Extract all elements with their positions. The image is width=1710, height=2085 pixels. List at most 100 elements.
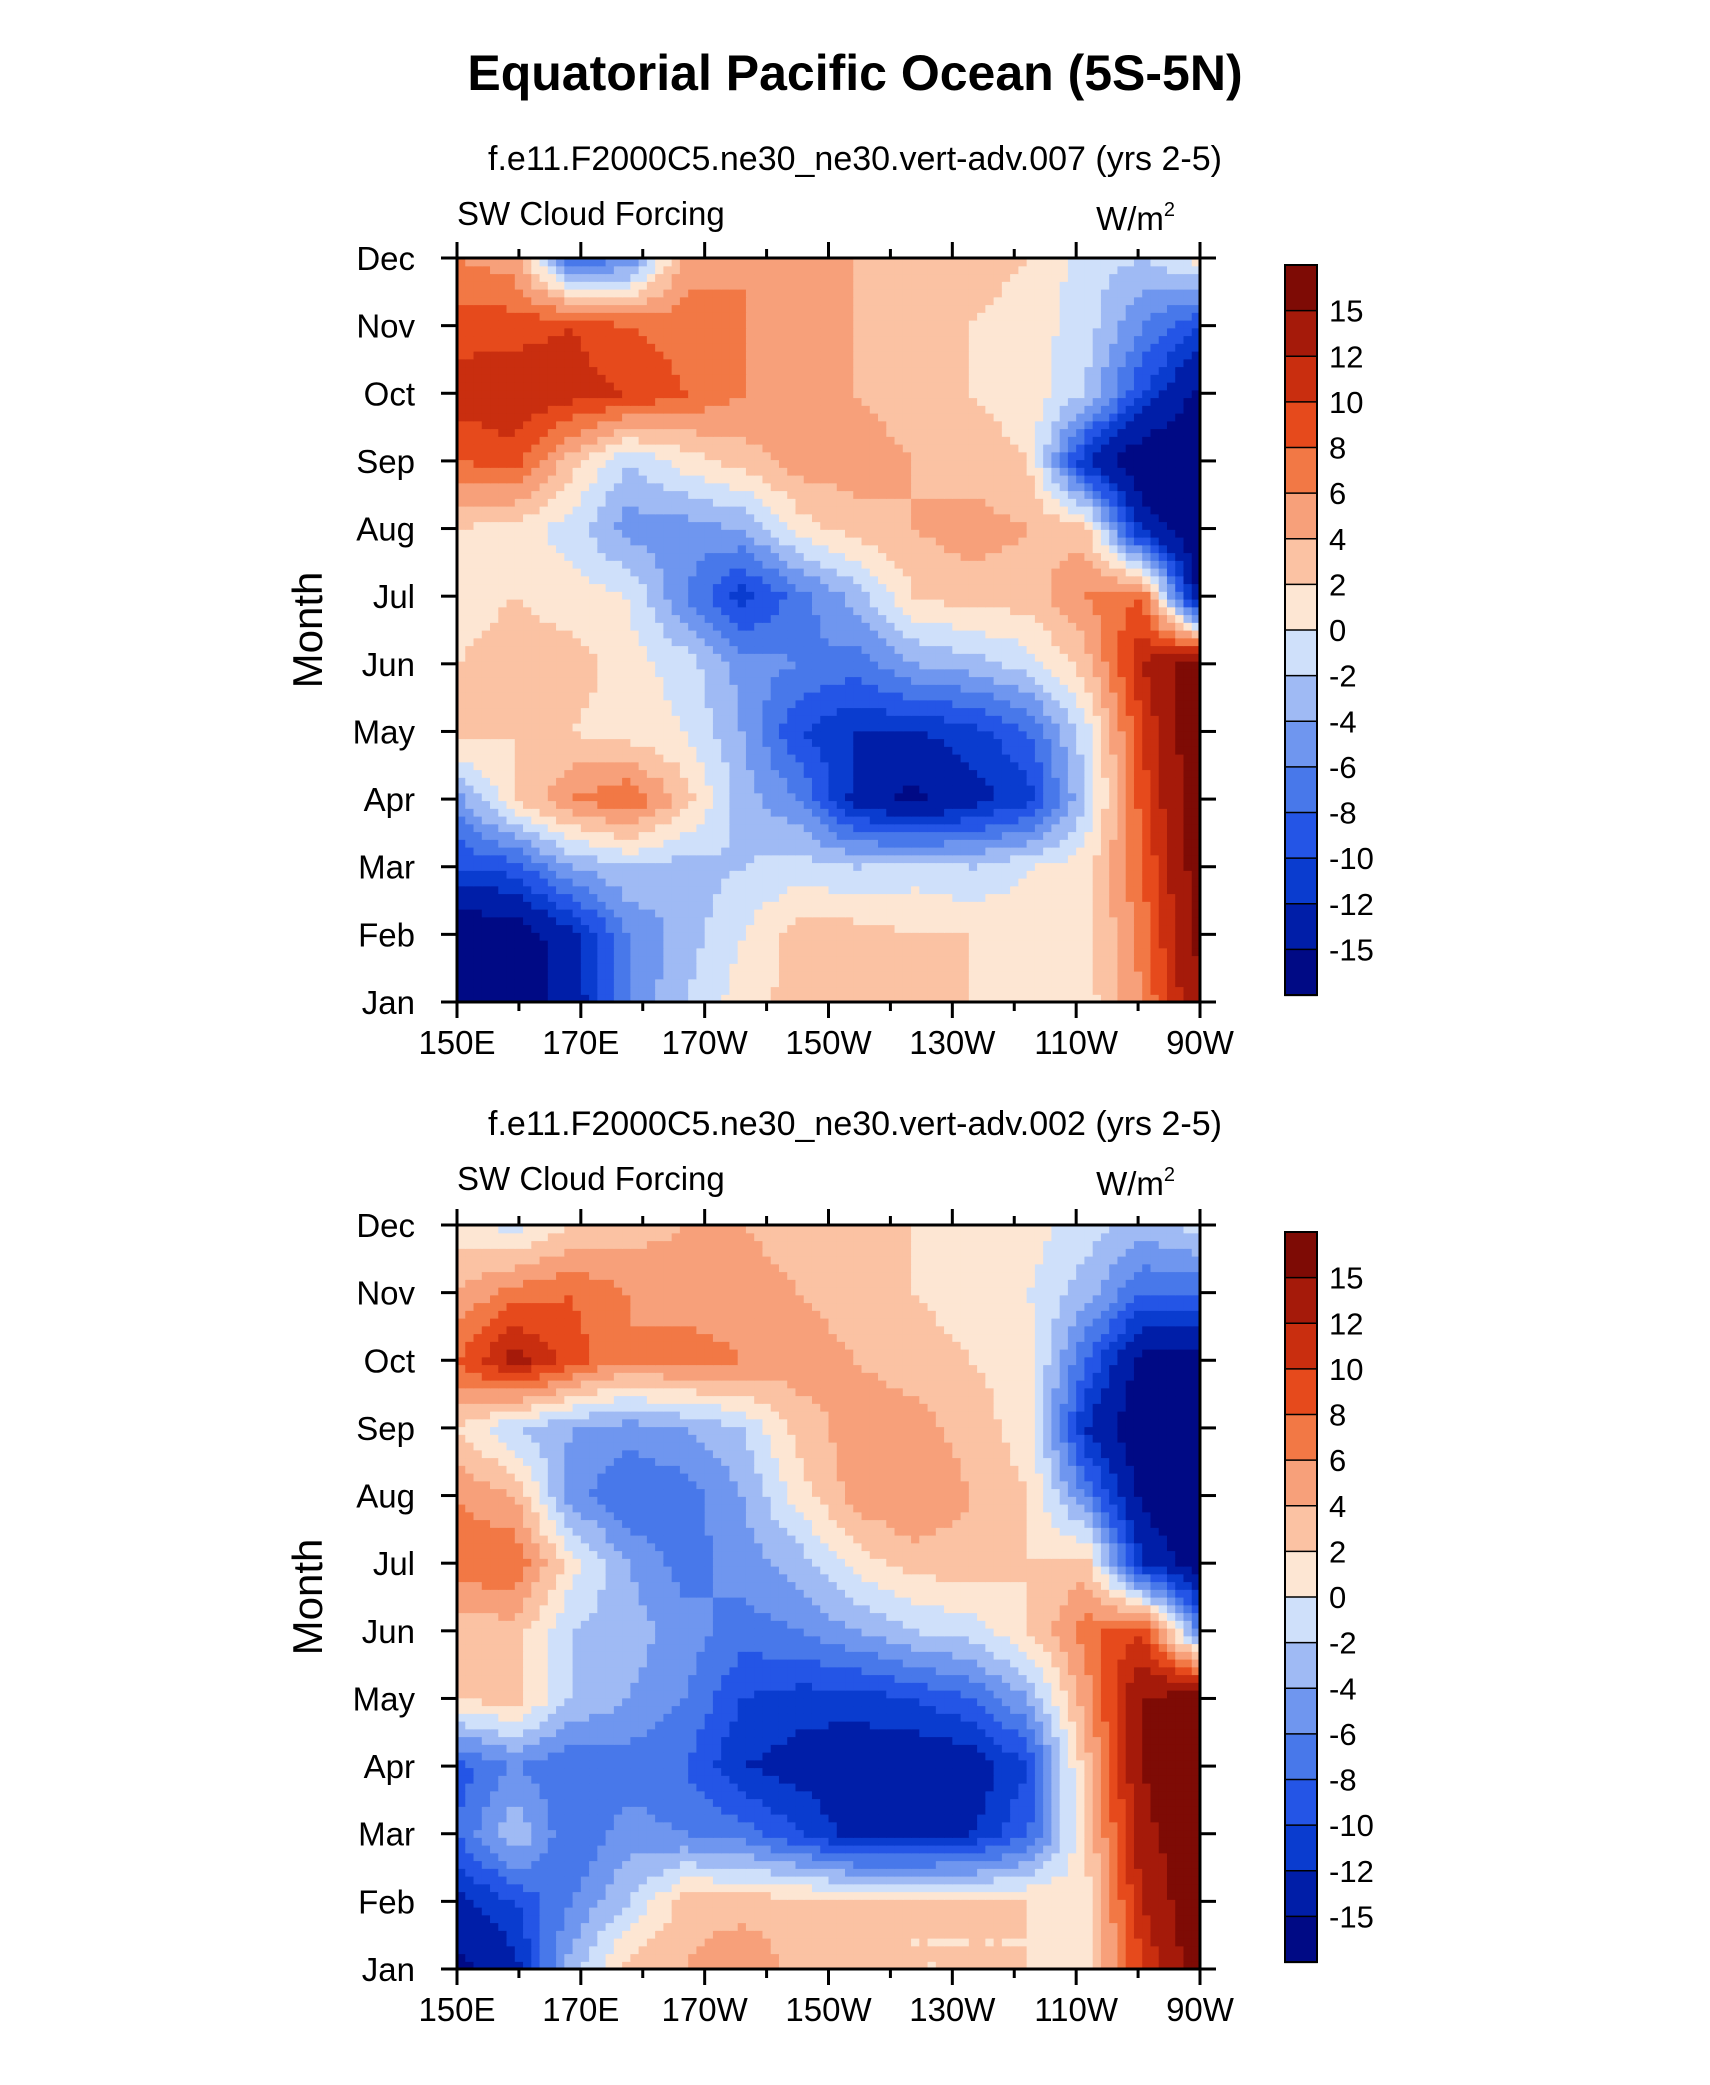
heatmap-cell [473, 668, 483, 678]
heatmap-cell [803, 583, 813, 592]
heatmap-cell [869, 653, 879, 662]
heatmap-cell [762, 661, 772, 670]
heatmap-cell [605, 909, 615, 918]
heatmap-cell [1034, 963, 1044, 972]
heatmap-cell [704, 591, 714, 600]
heatmap-cell [613, 940, 623, 949]
heatmap-cell [1034, 847, 1044, 856]
heatmap-cell [572, 746, 582, 755]
heatmap-cell [531, 723, 541, 732]
heatmap-cell [1183, 963, 1193, 972]
heatmap-cell [960, 707, 970, 716]
heatmap-cell [523, 575, 532, 585]
heatmap-cell [1043, 715, 1052, 724]
heatmap-cell [688, 808, 698, 817]
heatmap-cell [1051, 839, 1061, 848]
heatmap-cell [572, 622, 582, 631]
heatmap-cell [1183, 831, 1193, 840]
heatmap-cell [944, 847, 953, 856]
heatmap-cell [902, 916, 912, 926]
heatmap-cell [1150, 606, 1160, 616]
heatmap-cell [638, 661, 648, 670]
heatmap-cell [1084, 684, 1094, 693]
heatmap-cell [597, 568, 607, 577]
heatmap-cell [778, 893, 788, 902]
heatmap-cell [811, 800, 821, 809]
heatmap-cell [646, 986, 656, 995]
heatmap-cell [465, 978, 475, 988]
heatmap-cell [977, 823, 986, 833]
heatmap-cell [985, 854, 995, 864]
heatmap-cell [1150, 909, 1160, 918]
heatmap-cell [803, 839, 813, 848]
heatmap-cell [944, 901, 953, 910]
heatmap-cell [679, 909, 689, 918]
heatmap-cell [902, 606, 912, 616]
heatmap-cell [712, 723, 722, 732]
heatmap-cell [622, 947, 631, 957]
heatmap-cell [688, 668, 698, 678]
heatmap-cell [869, 816, 879, 825]
heatmap-cell [490, 661, 499, 670]
heatmap-cell [770, 847, 780, 856]
heatmap-cell [1001, 932, 1011, 941]
heatmap-cell [894, 692, 904, 701]
heatmap-cell [927, 963, 937, 972]
heatmap-cell [1158, 591, 1168, 600]
heatmap-cell [1125, 606, 1135, 616]
heatmap-cell [1067, 831, 1077, 840]
heatmap-cell [845, 730, 854, 740]
heatmap-cell [853, 986, 863, 995]
heatmap-cell [622, 839, 631, 848]
heatmap-cell [457, 746, 466, 755]
heatmap-cell [968, 978, 978, 988]
heatmap-cell [605, 955, 615, 964]
heatmap-cell [902, 738, 912, 747]
heatmap-cell [1059, 591, 1069, 600]
heatmap-cell [745, 707, 755, 716]
heatmap-cell [696, 909, 706, 918]
heatmap-cell [911, 909, 920, 918]
heatmap-cell [1043, 723, 1052, 732]
heatmap-cell [514, 645, 524, 654]
heatmap-cell [795, 916, 805, 926]
heatmap-cell [1150, 947, 1160, 957]
heatmap-cell [498, 769, 508, 778]
heatmap-cell [498, 909, 508, 918]
heatmap-cell [1059, 575, 1069, 585]
heatmap-cell [869, 692, 879, 701]
heatmap-cell [457, 916, 466, 926]
heatmap-cell [580, 661, 590, 670]
heatmap-cell [935, 723, 945, 732]
heatmap-cell [1191, 800, 1201, 809]
heatmap-cell [770, 622, 780, 631]
heatmap-cell [457, 971, 466, 980]
heatmap-cell [531, 916, 541, 926]
heatmap-cell [861, 916, 871, 926]
heatmap-cell [679, 715, 689, 724]
heatmap-cell [531, 839, 541, 848]
heatmap-cell [1084, 599, 1094, 608]
heatmap-cell [1034, 622, 1044, 631]
heatmap-cell [861, 754, 871, 763]
heatmap-cell [556, 963, 565, 972]
heatmap-cell [712, 947, 722, 957]
heatmap-cell [944, 924, 953, 933]
heatmap-cell [977, 614, 986, 623]
heatmap-cell [1100, 947, 1110, 957]
heatmap-cell [580, 730, 590, 740]
heatmap-cell [853, 816, 863, 825]
heatmap-cell [663, 940, 673, 949]
heatmap-cell [704, 653, 714, 662]
heatmap-cell [960, 792, 970, 802]
heatmap-cell [811, 986, 821, 995]
heatmap-cell [820, 630, 830, 639]
heatmap-cell [1100, 800, 1110, 809]
heatmap-cell [886, 847, 896, 856]
heatmap-cell [539, 901, 549, 910]
heatmap-cell [1026, 924, 1036, 933]
heatmap-cell [1158, 692, 1168, 701]
heatmap-cell [481, 637, 491, 647]
heatmap-cell [762, 606, 772, 616]
heatmap-cell [762, 614, 772, 623]
